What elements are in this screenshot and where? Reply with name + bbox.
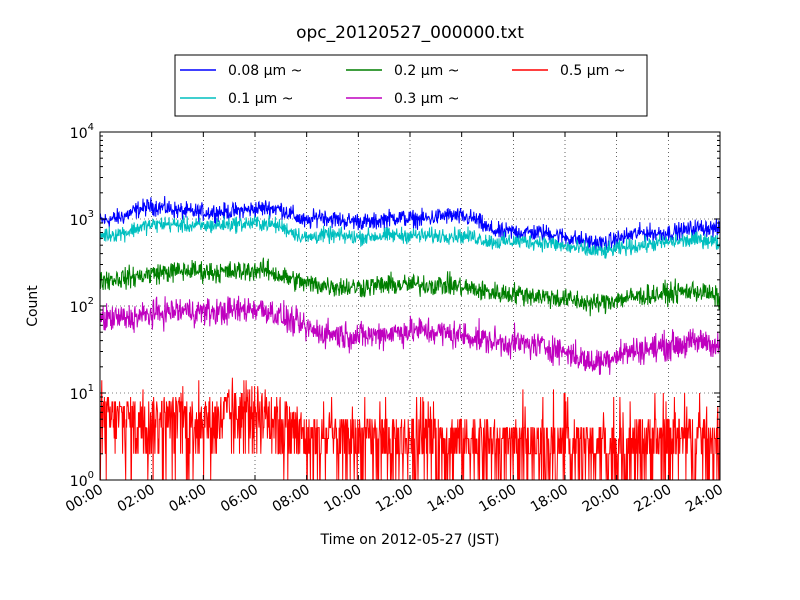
y-tick-label: 101 bbox=[70, 383, 94, 403]
x-axis-label: Time on 2012-05-27 (JST) bbox=[320, 532, 500, 548]
x-tick-label: 22:00 bbox=[631, 482, 674, 516]
y-tick-label: 102 bbox=[70, 296, 94, 316]
chart-title: opc_20120527_000000.txt bbox=[296, 23, 524, 43]
series-line bbox=[100, 295, 720, 375]
series-line bbox=[100, 215, 720, 259]
x-tick-labels: 00:00 02:00 04:00 06:00 08:00 10:00 12:00 14:00… bbox=[63, 482, 726, 516]
legend-label: 0.5 μm ~ bbox=[560, 63, 625, 79]
x-tick-label: 18:00 bbox=[528, 482, 571, 516]
grid-lines bbox=[100, 132, 720, 480]
x-tick-label: 14:00 bbox=[425, 482, 468, 516]
legend-label: 0.2 μm ~ bbox=[394, 63, 459, 79]
plot-area bbox=[99, 131, 721, 481]
legend-frame bbox=[174, 54, 648, 117]
y-tick-label: 100 bbox=[70, 470, 94, 490]
x-tick-label: 08:00 bbox=[270, 482, 313, 516]
series-group bbox=[100, 195, 720, 480]
y-tick-label: 104 bbox=[70, 122, 94, 142]
legend-label: 0.08 μm ~ bbox=[228, 63, 302, 79]
y-axis-label: Count bbox=[25, 285, 41, 327]
legend-label: 0.1 μm ~ bbox=[228, 91, 293, 107]
x-tick-label: 16:00 bbox=[476, 482, 519, 516]
y-tick-label: 103 bbox=[70, 209, 94, 229]
x-tick-label: 10:00 bbox=[321, 482, 364, 516]
legend-label: 0.3 μm ~ bbox=[394, 91, 459, 107]
series-line bbox=[100, 377, 720, 480]
x-tick-label: 04:00 bbox=[166, 482, 209, 516]
legend-items: 0.08 μm ~ 0.1 μm ~ 0.2 μm ~ 0.3 μm ~ 0.5 μm … bbox=[180, 63, 625, 107]
x-tick-label: 20:00 bbox=[580, 482, 623, 516]
x-tick-label: 02:00 bbox=[115, 482, 158, 516]
legend: 0.08 μm ~ 0.1 μm ~ 0.2 μm ~ 0.3 μm ~ 0.5 μm … bbox=[174, 54, 648, 117]
plot-frame bbox=[99, 131, 721, 481]
x-tick-label: 06:00 bbox=[218, 482, 261, 516]
x-tick-label: 12:00 bbox=[373, 482, 416, 516]
y-tick-labels: 100 101 102 103 104 bbox=[70, 122, 94, 490]
x-tick-label: 24:00 bbox=[683, 482, 726, 516]
series-line bbox=[100, 257, 720, 317]
